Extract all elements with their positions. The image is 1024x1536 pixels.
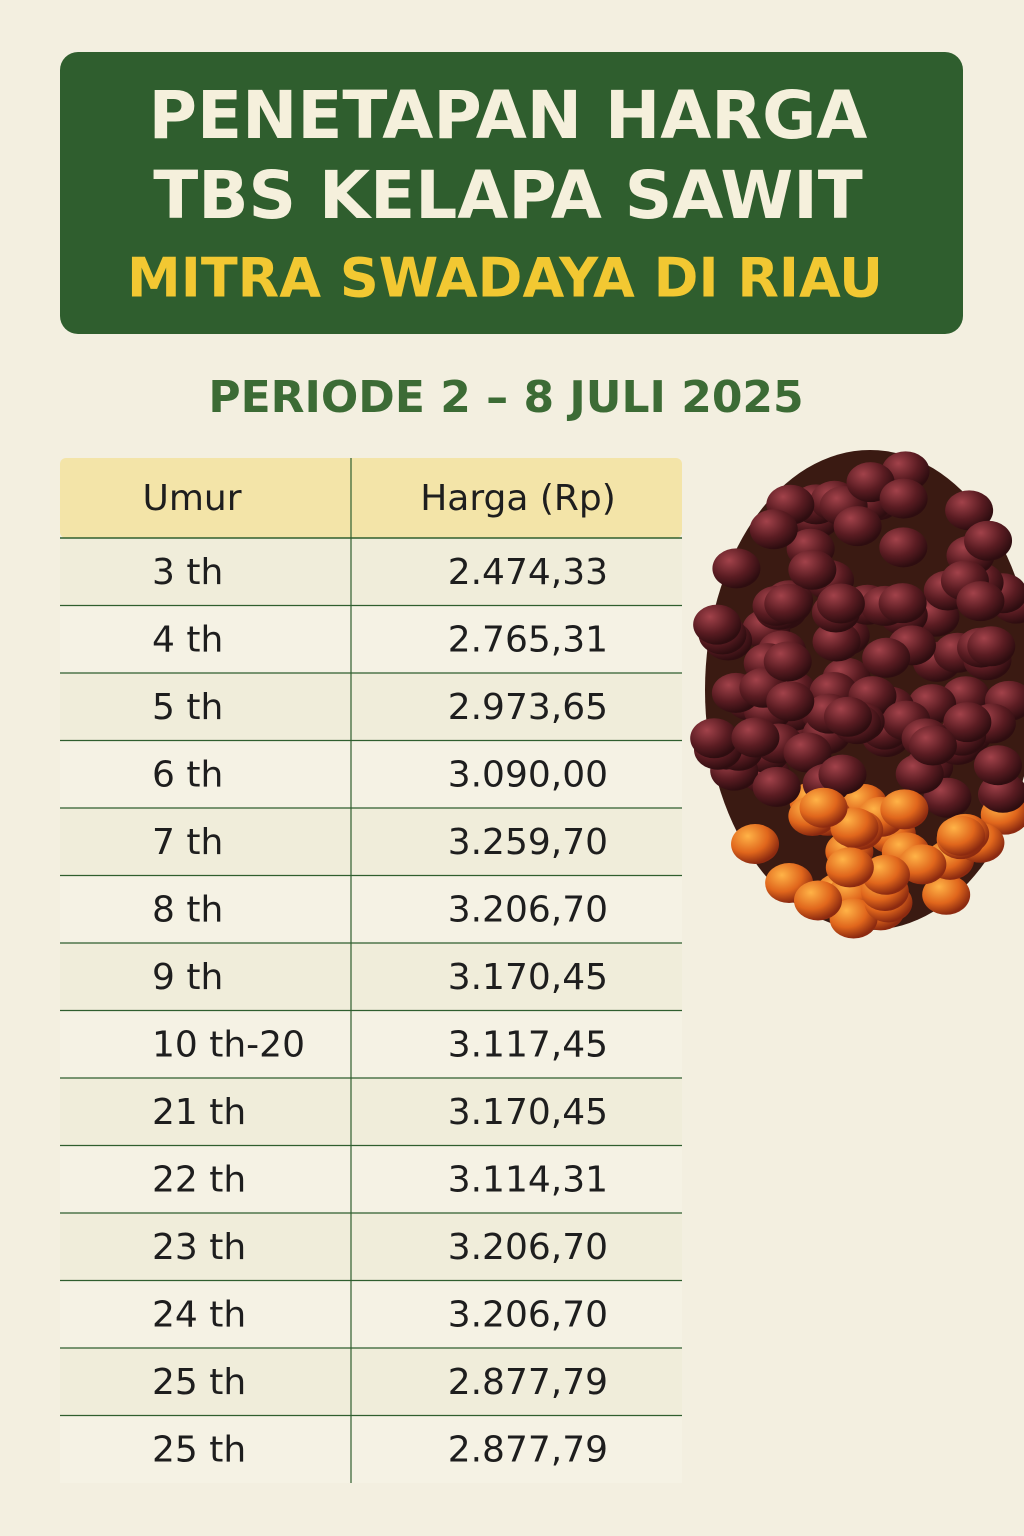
age-cell: 5 th: [152, 687, 223, 728]
age-cell: 25 th: [152, 1362, 246, 1403]
row-bg: [60, 875, 682, 943]
subtitle: MITRA SWADAYA DI RIAU: [127, 247, 883, 310]
row-bg: [60, 1348, 682, 1416]
title-line: TBS KELAPA SAWIT: [153, 157, 863, 234]
fruitlet: [712, 548, 761, 589]
price-cell: 2.973,65: [448, 687, 608, 728]
price-table: Umur Harga (Rp) 3 th 2.474,33 4 th 2.765,31 5 …: [60, 458, 682, 1483]
age-cell: 21 th: [152, 1092, 246, 1133]
age-cell: 25 th: [152, 1429, 246, 1470]
price-cell: 2.877,79: [448, 1429, 608, 1470]
fruitlet: [956, 581, 1005, 622]
column-header: Umur: [142, 478, 241, 519]
row-bg: [60, 1078, 682, 1146]
age-cell: 23 th: [152, 1227, 246, 1268]
price-cell: 3.114,31: [448, 1159, 608, 1200]
fruitlet: [752, 766, 801, 807]
fruitlet: [880, 789, 929, 830]
fruitlet: [833, 506, 882, 547]
age-cell: 4 th: [152, 619, 223, 660]
fruitlet: [783, 732, 832, 773]
fruitlet: [731, 824, 780, 865]
fruitlet: [908, 725, 957, 766]
fruitlet: [793, 880, 842, 921]
age-cell: 6 th: [152, 754, 223, 795]
fruitlet: [973, 745, 1022, 786]
price-cell: 3.117,45: [448, 1024, 608, 1065]
row-bg: [60, 1010, 682, 1078]
fruitlet: [898, 844, 947, 885]
row-bg: [60, 740, 682, 808]
fruitlet: [818, 754, 867, 795]
header-row: [60, 458, 682, 538]
row-bg: [60, 808, 682, 876]
price-cell: 3.259,70: [448, 822, 608, 863]
age-cell: 9 th: [152, 957, 223, 998]
price-cell: 3.170,45: [448, 957, 608, 998]
fruitlet: [823, 696, 872, 737]
fruitlet: [690, 718, 739, 759]
fruitlet: [788, 549, 837, 590]
row-bg: [60, 605, 682, 673]
fruitlet: [879, 478, 928, 519]
age-cell: 8 th: [152, 889, 223, 930]
fruitlet: [937, 815, 986, 856]
fruitlet: [922, 874, 971, 915]
price-cell: 3.206,70: [448, 1227, 608, 1268]
age-cell: 10 th-20: [152, 1024, 305, 1065]
age-cell: 3 th: [152, 552, 223, 593]
fruitlet: [731, 717, 780, 758]
row-bg: [60, 1415, 682, 1483]
fruitlet: [862, 637, 911, 678]
fruitlet: [943, 702, 992, 743]
age-cell: 7 th: [152, 822, 223, 863]
price-cell: 3.206,70: [448, 1294, 608, 1335]
fruitlet: [763, 641, 812, 682]
row-bg: [60, 1213, 682, 1281]
price-cell: 2.474,33: [448, 552, 608, 593]
fruitlet: [825, 847, 874, 888]
fruitlet: [766, 681, 815, 722]
fruitlet: [799, 787, 848, 828]
age-cell: 22 th: [152, 1159, 246, 1200]
header-box: [60, 52, 963, 334]
price-cell: 2.877,79: [448, 1362, 608, 1403]
period: PERIODE 2 – 8 JULI 2025: [208, 372, 803, 423]
fruitlet: [964, 520, 1013, 561]
price-cell: 3.090,00: [448, 754, 608, 795]
fruitlet: [967, 626, 1016, 667]
fruitlet: [945, 490, 994, 531]
price-cell: 3.206,70: [448, 889, 608, 930]
title-line: PENETAPAN HARGA: [149, 77, 868, 154]
fruitlet: [693, 604, 742, 645]
column-header: Harga (Rp): [420, 478, 616, 519]
row-bg: [60, 943, 682, 1011]
fruitlet: [879, 527, 928, 568]
price-cell: 3.170,45: [448, 1092, 608, 1133]
age-cell: 24 th: [152, 1294, 246, 1335]
fruitlet: [878, 583, 927, 624]
fruitlet: [861, 854, 910, 895]
row-bg: [60, 673, 682, 741]
fruitlet: [816, 583, 865, 624]
row-bg: [60, 1280, 682, 1348]
price-cell: 2.765,31: [448, 619, 608, 660]
fruitlet: [749, 509, 798, 550]
row-bg: [60, 538, 682, 606]
fruitlet: [764, 583, 813, 624]
fruitlet: [812, 621, 861, 662]
row-bg: [60, 1145, 682, 1213]
palm-fruit-illustration: [690, 450, 1024, 939]
